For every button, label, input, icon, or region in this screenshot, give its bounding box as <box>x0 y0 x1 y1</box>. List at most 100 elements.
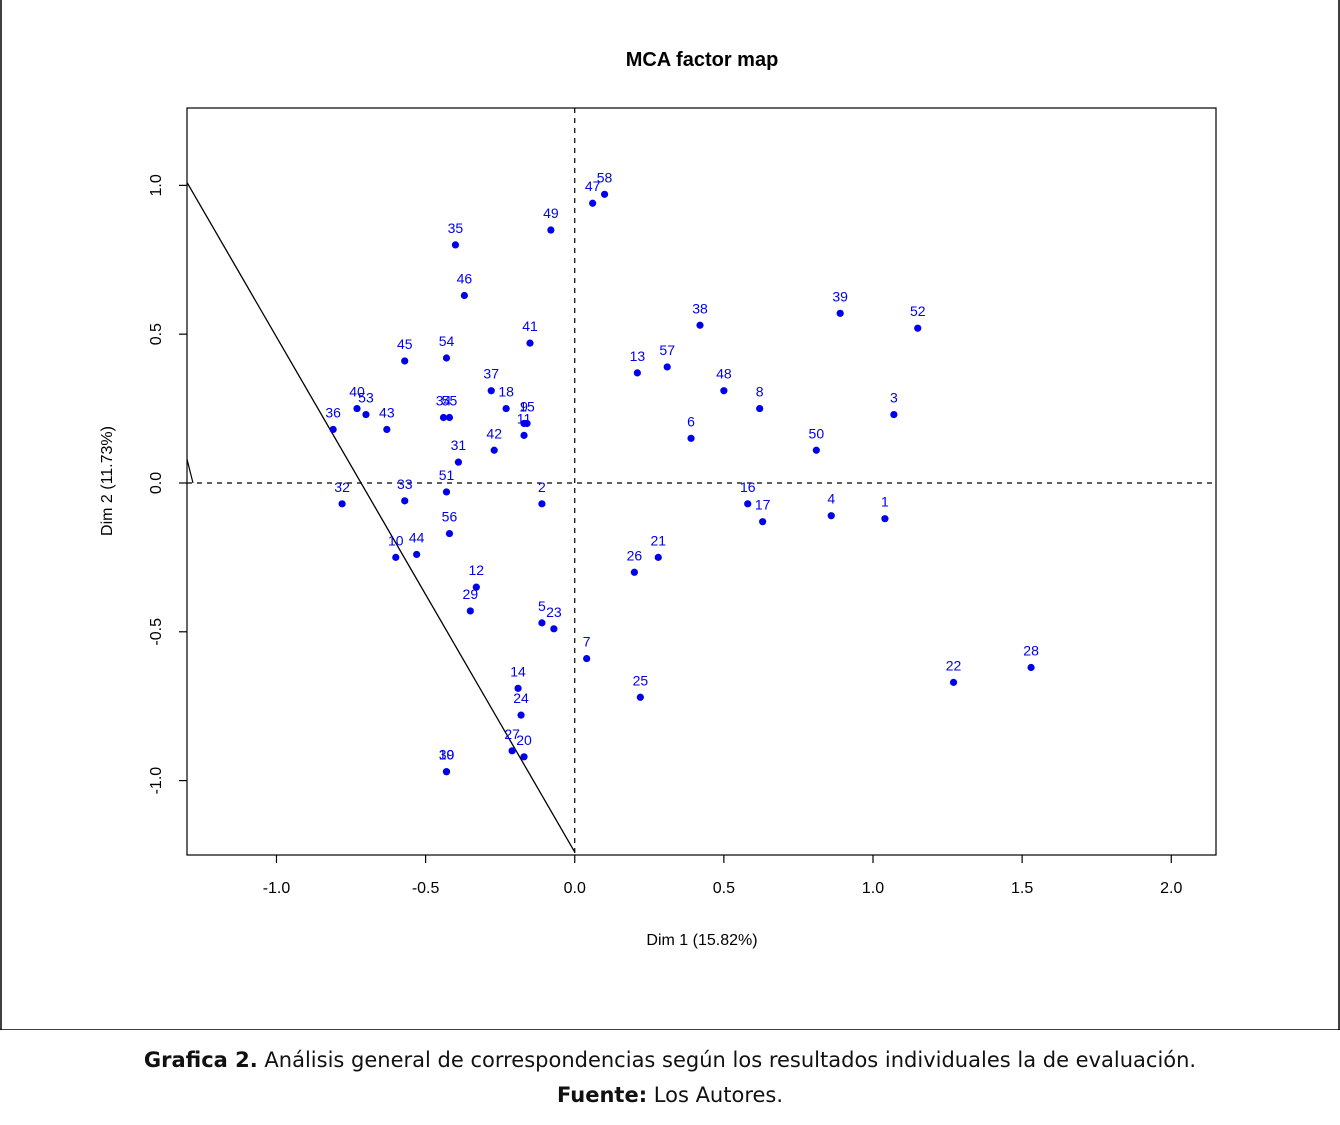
data-point <box>538 619 546 627</box>
data-point <box>383 425 391 434</box>
point-label: 6 <box>687 413 695 429</box>
mca-factor-map-chart: MCA factor map -1.0 -0.5 0.0 0.5 1.0 1.5 2.0-1… <box>0 0 1340 1030</box>
point-label: 7 <box>583 634 591 650</box>
data-point <box>362 410 370 419</box>
data-point <box>663 363 671 371</box>
data-point <box>392 553 400 561</box>
data-point <box>517 711 525 719</box>
data-point <box>442 354 451 362</box>
y-tick-label: -1.0 <box>148 767 165 795</box>
point-label: 52 <box>910 303 926 319</box>
y-tick-label: 0.5 <box>148 323 165 345</box>
data-point <box>445 413 454 422</box>
point-label: 57 <box>659 342 675 358</box>
point-label: 19 <box>439 747 455 763</box>
point-label: 13 <box>630 348 646 364</box>
point-label: 34 <box>436 393 452 409</box>
point-label: 45 <box>397 336 413 352</box>
x-tick-label: 1.5 <box>1011 880 1033 897</box>
data-point <box>890 410 898 419</box>
data-point <box>502 404 510 413</box>
data-point <box>696 321 704 329</box>
data-point <box>508 747 516 755</box>
point-label: 58 <box>597 169 613 185</box>
point-label: 44 <box>409 529 425 545</box>
data-point <box>759 518 767 526</box>
figure-caption: Grafica 2. Análisis general de correspon… <box>20 1048 1320 1072</box>
point-label: 5 <box>538 598 546 614</box>
x-tick-label: -0.5 <box>412 880 440 897</box>
data-point <box>550 625 558 633</box>
point-label: 41 <box>522 318 538 334</box>
source-label: Fuente: <box>556 1083 648 1107</box>
data-point <box>487 387 495 395</box>
point-label: 31 <box>451 437 467 453</box>
data-point <box>583 654 591 663</box>
point-label: 23 <box>546 604 562 620</box>
data-point <box>442 488 451 496</box>
reference-lines-layer <box>186 108 1216 855</box>
point-label: 25 <box>633 672 649 688</box>
point-label: 21 <box>650 532 666 548</box>
point-label: 53 <box>358 390 374 406</box>
data-point <box>514 684 522 692</box>
data-point <box>520 431 528 439</box>
point-label: 50 <box>809 425 825 441</box>
data-point <box>547 226 555 234</box>
point-label: 48 <box>716 366 732 382</box>
point-label: 46 <box>457 270 473 286</box>
point-label: 40 <box>349 384 365 400</box>
data-point <box>451 241 460 249</box>
figure-source: Fuente: Los Autores. <box>20 1083 1320 1107</box>
data-point <box>949 678 958 686</box>
point-label: 30 <box>439 747 455 763</box>
point-label: 56 <box>442 509 458 525</box>
data-point <box>523 419 531 428</box>
data-point <box>687 434 695 442</box>
point-label: 17 <box>755 497 771 513</box>
point-label: 33 <box>397 476 413 492</box>
point-label: 49 <box>543 205 559 221</box>
point-label: 54 <box>439 333 455 349</box>
y-tick-label: 0.0 <box>148 472 165 494</box>
data-point <box>353 404 361 413</box>
point-label: 43 <box>379 404 395 420</box>
data-point <box>881 515 889 523</box>
point-label: 8 <box>756 384 764 400</box>
point-label: 18 <box>498 384 514 400</box>
point-label: 10 <box>388 532 404 548</box>
point-label: 20 <box>516 732 532 748</box>
x-tick-label: 0.5 <box>713 880 735 897</box>
data-point <box>827 512 835 520</box>
point-label: 22 <box>946 657 962 673</box>
data-point <box>720 387 728 395</box>
point-label: 26 <box>627 547 643 563</box>
data-point <box>338 500 346 508</box>
data-point <box>466 607 474 615</box>
y-axis-label: Dim 2 (11.73%) <box>99 426 116 536</box>
point-label: 9 <box>520 398 528 414</box>
data-point <box>439 413 448 422</box>
point-label: 27 <box>504 726 520 742</box>
data-point <box>490 446 498 454</box>
data-point <box>630 568 638 576</box>
data-point <box>442 768 451 776</box>
point-label: 1 <box>881 494 889 510</box>
point-label: 36 <box>325 404 341 420</box>
plot-area-border <box>186 107 1217 856</box>
data-point <box>401 497 409 505</box>
point-label: 51 <box>439 467 455 483</box>
x-axis-label: Dim 1 (15.82%) <box>646 932 757 949</box>
data-point <box>633 369 641 377</box>
data-point <box>812 446 820 454</box>
data-point <box>836 309 844 317</box>
data-point <box>526 339 534 347</box>
point-label: 15 <box>519 398 535 414</box>
point-label: 39 <box>832 288 848 304</box>
axes-layer: -1.0 -0.5 0.0 0.5 1.0 1.5 2.0 -1.0 -0.5 0.0 0.5 1.0 <box>148 174 1182 897</box>
data-point <box>460 291 468 300</box>
data-point <box>472 583 480 591</box>
data-point <box>329 425 337 434</box>
y-tick-label: 1.0 <box>148 174 165 196</box>
